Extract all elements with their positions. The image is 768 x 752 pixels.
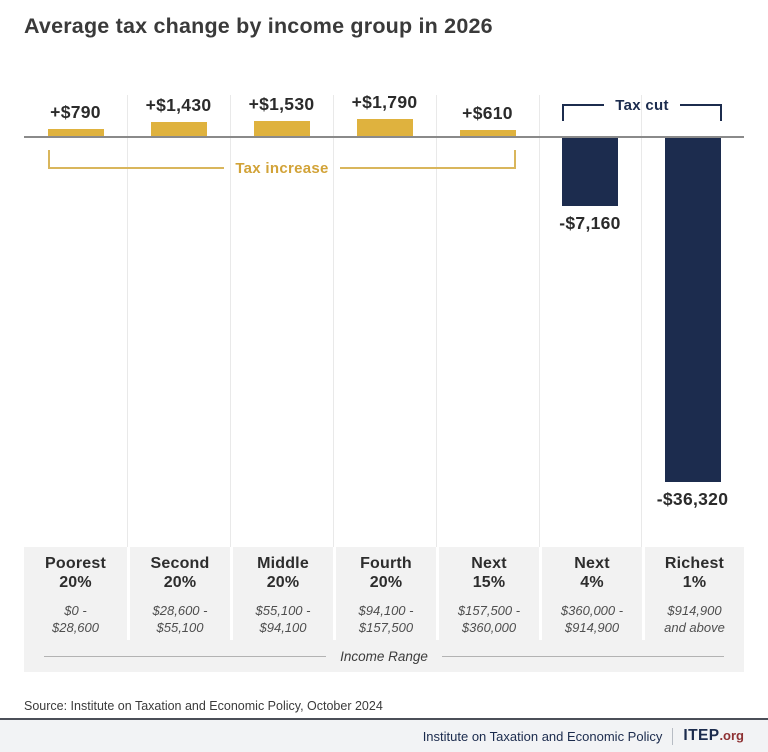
x-axis-panel: Poorest 20% $0 - $28,600 Second 20% $28,… <box>24 547 744 672</box>
income-range-value: $28,600 - $55,100 <box>152 602 208 636</box>
bar-middle-20 <box>253 121 310 136</box>
income-range-value: $0 - $28,600 <box>52 602 99 636</box>
column-next-15: +$610 <box>436 85 539 547</box>
column-divider <box>642 547 645 640</box>
column-divider <box>436 547 439 640</box>
footer-separator <box>672 727 674 745</box>
tax-cut-label: Tax cut <box>615 96 669 114</box>
category-label: Fourth 20% <box>360 555 412 591</box>
gridline <box>539 95 540 547</box>
column-middle-20: +$1,530 <box>230 85 333 547</box>
bar-value-label: -$36,320 <box>656 489 729 509</box>
column-poorest-20: +$790 <box>24 85 127 547</box>
axis-line <box>441 655 724 657</box>
income-range-value: $914,900 and above <box>664 602 725 636</box>
bar-value-label: +$1,430 <box>145 95 212 115</box>
bar-value-label: +$790 <box>50 102 101 122</box>
category-label: Next 4% <box>574 555 610 591</box>
gridline <box>641 95 642 547</box>
category-poorest-20: Poorest 20% $0 - $28,600 <box>24 547 127 640</box>
income-range-value: $360,000 - $914,900 <box>560 602 624 636</box>
gridline <box>333 95 334 547</box>
column-fourth-20: +$1,790 <box>333 85 436 547</box>
bar-value-label: +$1,530 <box>248 94 315 114</box>
chart-title: Average tax change by income group in 20… <box>24 14 493 38</box>
tax-increase-label: Tax increase <box>235 159 329 177</box>
x-axis-title-row: Income Range <box>24 640 744 672</box>
footer-org-name: Institute on Taxation and Economic Polic… <box>422 728 663 744</box>
x-axis-title: Income Range <box>340 648 428 664</box>
itep-org-link[interactable]: ITEP .org <box>683 727 744 745</box>
x-axis-baseline <box>24 136 744 138</box>
tax-cut-bracket: Tax cut <box>562 94 723 116</box>
category-label: Middle 20% <box>257 555 309 591</box>
tax-increase-bracket-left-tick <box>48 150 50 169</box>
bar-value-label: -$7,160 <box>559 213 621 233</box>
tax-cut-bracket-right-tick <box>720 104 722 121</box>
bar-value-label: +$1,790 <box>351 92 418 112</box>
footer-brand: ITEP <box>683 727 720 744</box>
gridline <box>436 95 437 547</box>
income-range-value: $55,100 - $94,100 <box>255 602 311 636</box>
bar-value-label: +$610 <box>462 103 513 123</box>
gridline <box>230 95 231 547</box>
category-label: Second 20% <box>150 555 210 591</box>
tax-increase-bracket: Tax increase <box>48 157 517 179</box>
gridline <box>127 95 128 547</box>
bar-next-15 <box>459 130 516 136</box>
category-label: Richest 1% <box>664 555 725 591</box>
bar-second-20 <box>150 122 207 136</box>
bar-next-4 <box>562 138 618 206</box>
category-richest-1: Richest 1% $914,900 and above <box>645 547 744 640</box>
bracket-line <box>679 104 723 106</box>
bar-richest-1 <box>664 138 721 482</box>
category-middle-20: Middle 20% $55,100 - $94,100 <box>233 547 333 640</box>
column-second-20: +$1,430 <box>127 85 230 547</box>
category-label: Poorest 20% <box>45 555 106 591</box>
category-next-4: Next 4% $360,000 - $914,900 <box>542 547 642 640</box>
axis-line <box>44 655 327 657</box>
source-note: Source: Institute on Taxation and Econom… <box>24 699 383 713</box>
footer-divider <box>0 718 768 720</box>
category-label: Next 15% <box>471 555 507 591</box>
category-fourth-20: Fourth 20% $94,100 - $157,500 <box>336 547 436 640</box>
bracket-line <box>562 104 605 106</box>
bracket-line <box>339 167 517 169</box>
column-richest-1: -$36,320 <box>641 85 744 547</box>
column-divider <box>127 547 130 640</box>
tax-increase-bracket-right-tick <box>514 150 516 169</box>
bar-poorest-20 <box>47 129 104 136</box>
bar-fourth-20 <box>356 119 413 136</box>
category-second-20: Second 20% $28,600 - $55,100 <box>130 547 230 640</box>
column-divider <box>333 547 336 640</box>
category-next-15: Next 15% $157,500 - $360,000 <box>439 547 539 640</box>
bracket-line <box>48 167 225 169</box>
column-next-4: -$7,160 <box>539 85 641 547</box>
tax-cut-bracket-left-tick <box>562 104 564 121</box>
income-range-value: $94,100 - $157,500 <box>358 602 414 636</box>
column-divider <box>230 547 233 640</box>
column-divider <box>539 547 542 640</box>
footer-brand-suffix: .org <box>719 728 744 743</box>
income-range-value: $157,500 - $360,000 <box>457 602 521 636</box>
footer-bar: Institute on Taxation and Economic Polic… <box>0 720 768 752</box>
